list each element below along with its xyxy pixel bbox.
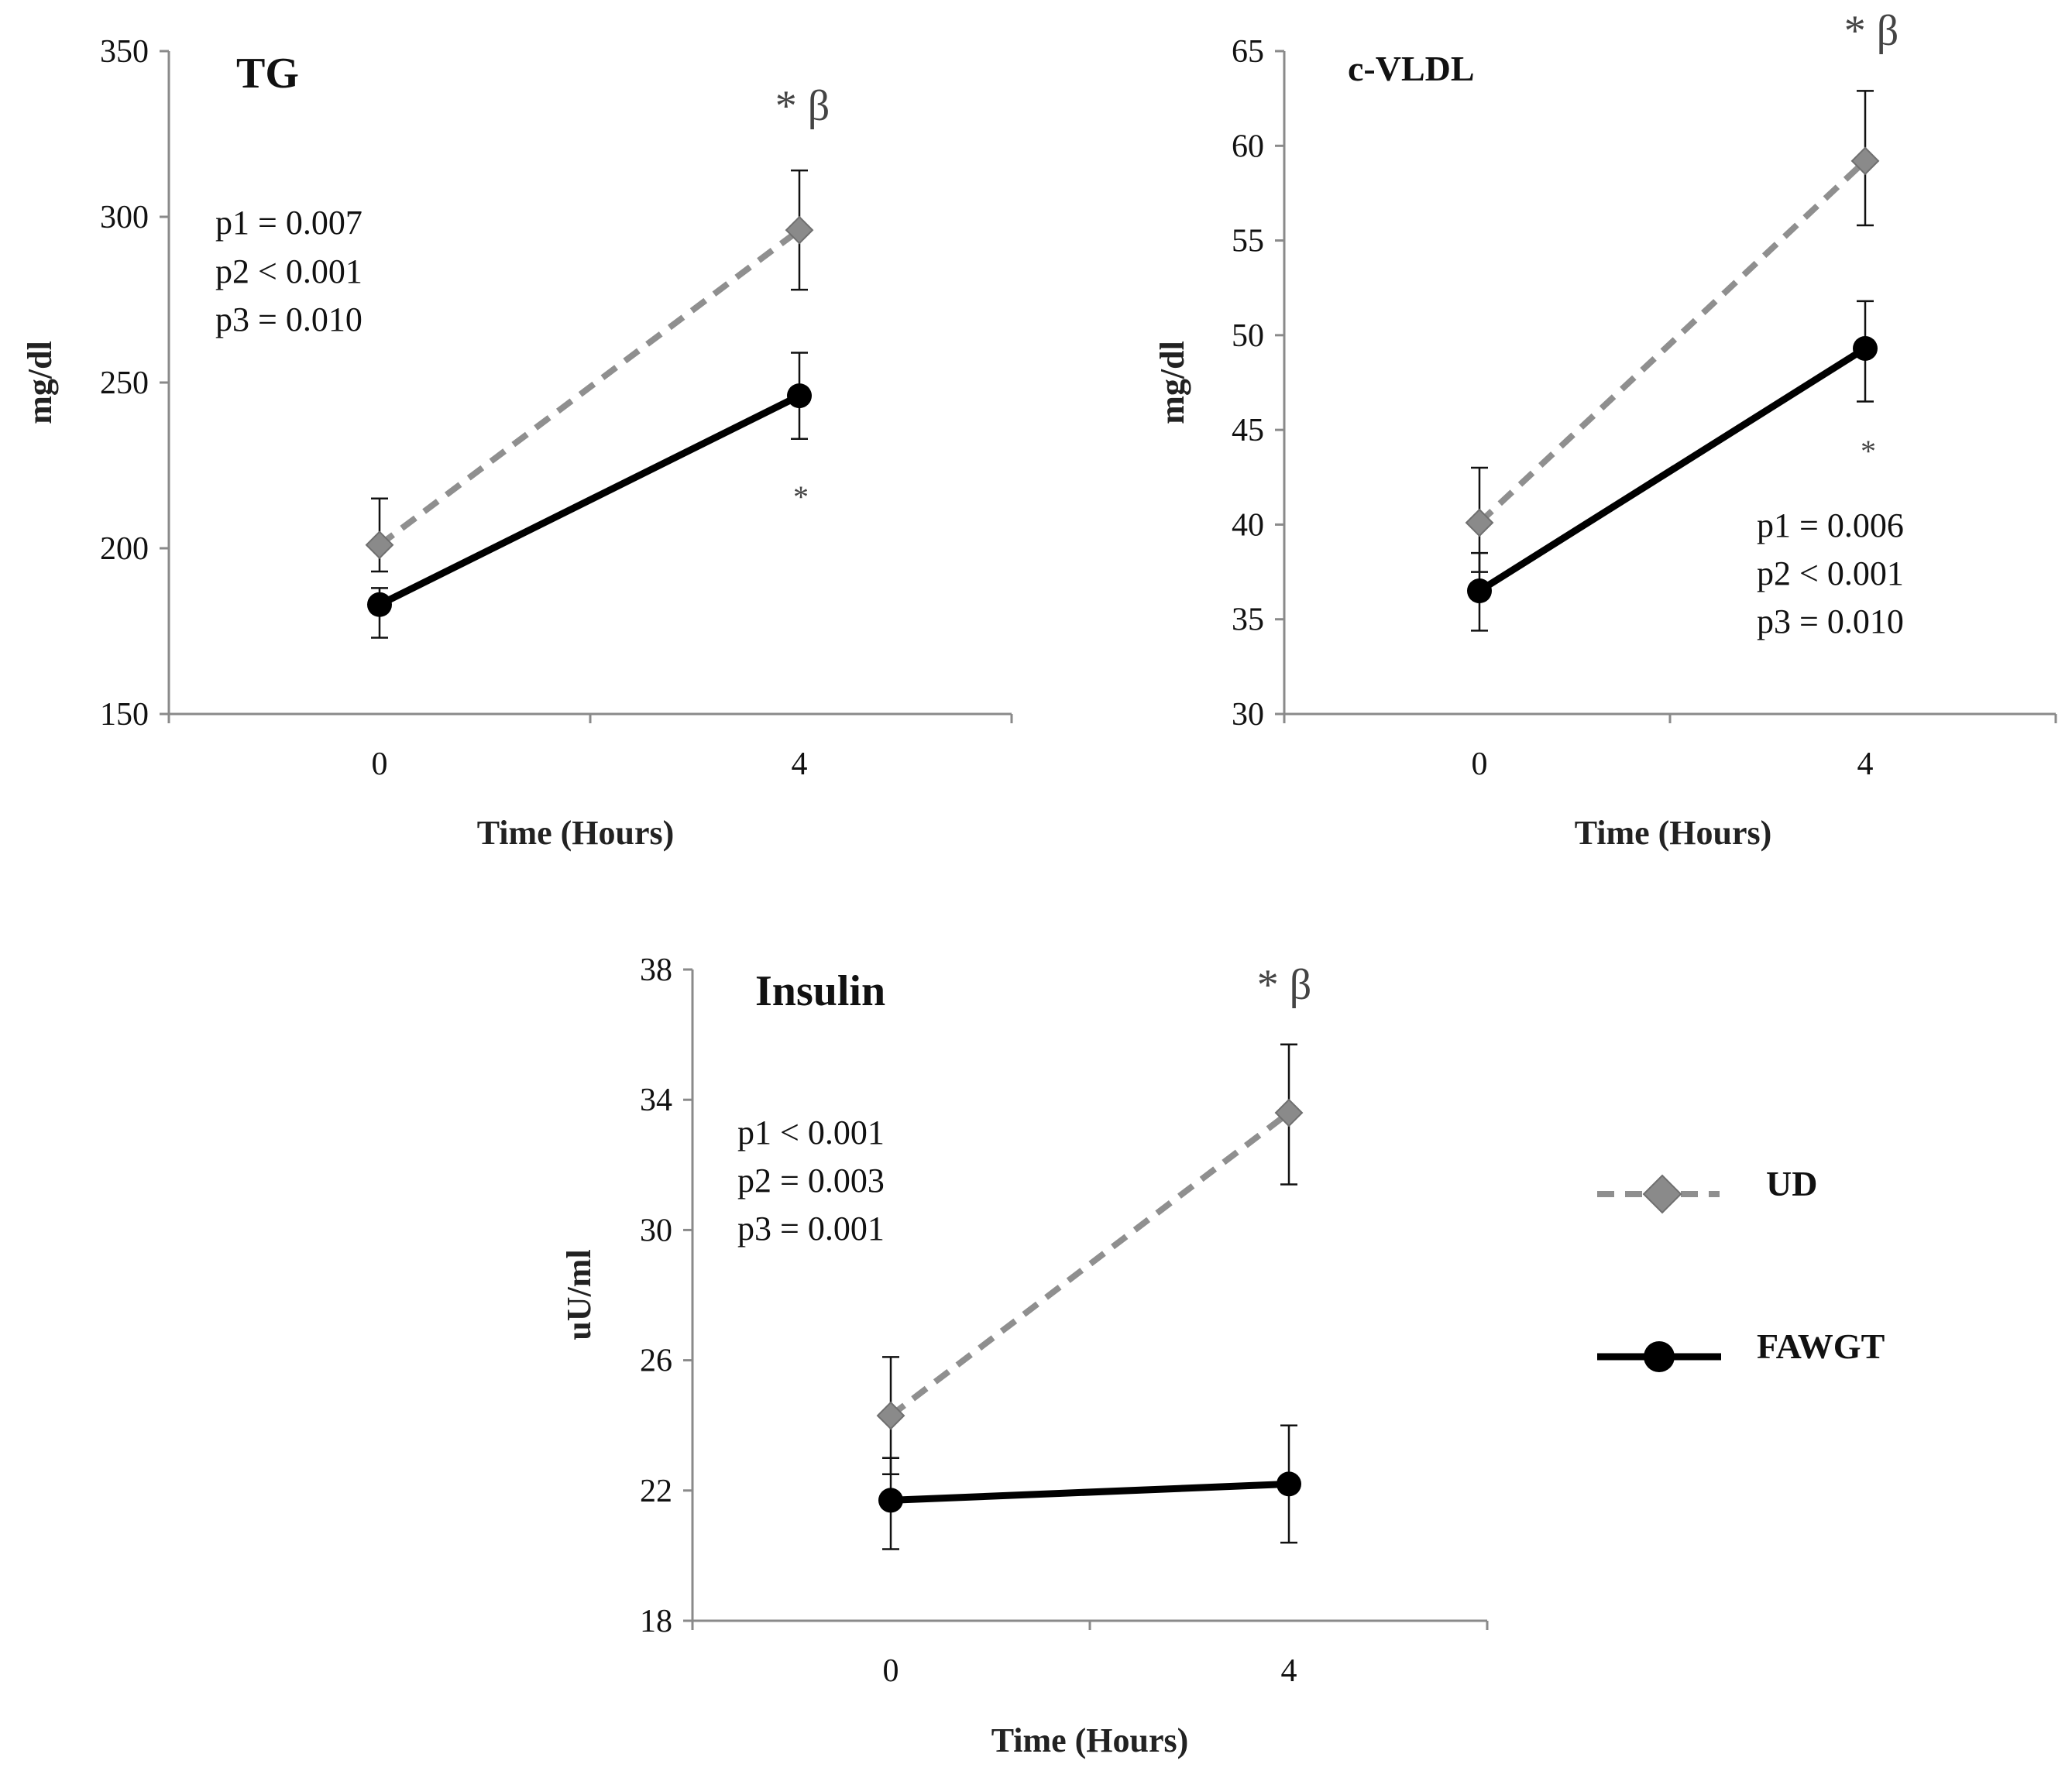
stat-p3: p3 = 0.010: [215, 300, 363, 338]
data-point-fawgt: [1277, 1471, 1301, 1497]
legend: UD FAWGT: [1597, 1164, 1885, 1372]
stat-p2: p2 = 0.003: [737, 1162, 885, 1200]
chart-title: Insulin: [755, 967, 885, 1015]
stat-p1: p1 = 0.007: [215, 204, 363, 242]
x-axis-title: Time (Hours): [991, 1721, 1189, 1759]
y-tick-label: 34: [640, 1083, 672, 1118]
data-point-ud: [365, 530, 394, 560]
data-point-fawgt: [1853, 335, 1878, 361]
series-line-ud: [1477, 158, 1868, 525]
legend-label-fawgt: FAWGT: [1757, 1327, 1885, 1366]
data-point-ud: [1850, 146, 1880, 176]
y-tick-label: 38: [640, 952, 672, 988]
data-point-fawgt: [1467, 578, 1492, 604]
series-line-fawgt: [1477, 345, 1868, 594]
y-tick-label: 250: [100, 366, 149, 401]
y-tick-label: 55: [1232, 224, 1264, 259]
data-point-fawgt: [787, 383, 812, 409]
y-tick-label: 50: [1232, 318, 1264, 354]
y-axis-title: uU/ml: [560, 1249, 598, 1340]
y-tick-label: 60: [1232, 129, 1264, 164]
significance-marker-above: * β: [1257, 961, 1312, 1009]
legend-item-ud: UD: [1597, 1164, 1817, 1214]
significance-marker-below: *: [1861, 434, 1876, 468]
y-tick-label: 18: [640, 1604, 672, 1639]
data-point-ud: [876, 1401, 905, 1430]
chart-title: TG: [236, 50, 299, 98]
series-line-fawgt: [377, 393, 802, 608]
series-line-fawgt: [890, 1480, 1290, 1504]
x-axis-title: Time (Hours): [1575, 814, 1772, 852]
stat-p1: p1 = 0.006: [1757, 506, 1904, 544]
data-point-ud: [1274, 1098, 1304, 1127]
stat-p3: p3 = 0.010: [1757, 602, 1904, 640]
y-tick-label: 300: [100, 200, 149, 235]
x-tick-label: 4: [792, 746, 808, 782]
series-line-ud: [377, 227, 802, 547]
y-tick-label: 200: [100, 531, 149, 567]
diamond-marker-icon: [1642, 1174, 1682, 1214]
y-axis-title: mg/dl: [1153, 341, 1191, 424]
stat-p3: p3 = 0.001: [737, 1210, 885, 1248]
y-tick-label: 22: [640, 1474, 672, 1509]
data-point-ud: [1465, 508, 1494, 537]
stat-p2: p2 < 0.001: [1757, 554, 1904, 592]
significance-marker-below: *: [793, 479, 809, 514]
x-tick-label: 0: [1472, 746, 1488, 782]
y-axis-title: mg/dl: [21, 341, 59, 424]
series-line-ud: [888, 1110, 1291, 1419]
x-tick-label: 0: [883, 1653, 899, 1689]
stat-p2: p2 < 0.001: [215, 252, 363, 290]
significance-marker-above: * β: [1844, 7, 1899, 55]
x-tick-label: 4: [1281, 1653, 1297, 1689]
panel-insulin: 18 22 26 30 34 38 0 4 Insulin Time (Hours) uU/…: [560, 952, 1489, 1759]
stat-p1: p1 < 0.001: [737, 1114, 885, 1151]
y-tick-label: 40: [1232, 507, 1264, 543]
y-tick-label: 35: [1232, 602, 1264, 638]
data-point-fawgt: [367, 592, 392, 617]
chart-title: c-VLDL: [1348, 49, 1475, 88]
y-tick-label: 30: [1232, 697, 1264, 733]
data-point-fawgt: [878, 1488, 903, 1513]
y-tick-label: 30: [640, 1213, 672, 1248]
legend-label-ud: UD: [1766, 1164, 1817, 1203]
y-tick-label: 350: [100, 34, 149, 70]
circle-marker-icon: [1644, 1341, 1675, 1372]
data-point-ud: [785, 215, 814, 245]
panel-tg: 150 200 250 300 350 0 4 TG Time (Hours) mg/dl…: [21, 34, 1013, 852]
x-tick-label: 0: [372, 746, 388, 782]
y-tick-label: 65: [1232, 34, 1264, 70]
y-tick-label: 45: [1232, 413, 1264, 448]
significance-marker-above: * β: [775, 82, 830, 130]
x-axis-title: Time (Hours): [477, 814, 675, 852]
x-tick-label: 4: [1857, 746, 1874, 782]
legend-item-fawgt: FAWGT: [1597, 1327, 1885, 1372]
y-tick-label: 150: [100, 697, 149, 733]
y-tick-label: 26: [640, 1344, 672, 1379]
